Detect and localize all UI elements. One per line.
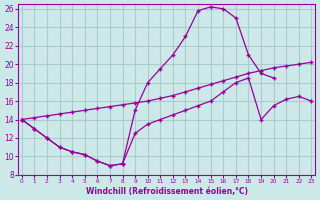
X-axis label: Windchill (Refroidissement éolien,°C): Windchill (Refroidissement éolien,°C) — [85, 187, 248, 196]
